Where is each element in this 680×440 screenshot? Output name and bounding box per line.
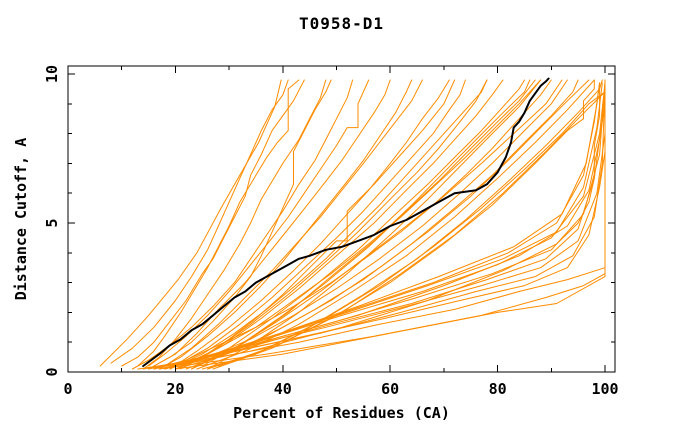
curve-model-17 [201, 79, 531, 367]
x-tick-label: 80 [489, 380, 507, 398]
curve-model-42 [148, 79, 332, 370]
y-tick-label: 0 [43, 367, 61, 376]
curve-model-28 [142, 82, 606, 370]
curve-model-18 [207, 79, 542, 370]
curve-model-15 [196, 79, 536, 367]
curve-model-46 [153, 79, 552, 370]
curve-model-19 [164, 79, 568, 370]
curve-model-29 [148, 82, 606, 370]
curve-model-11 [174, 79, 466, 367]
curve-model-30 [153, 82, 606, 370]
curve-highlighted-model [142, 77, 550, 367]
plot-frame [67, 65, 616, 373]
x-tick-label: 0 [63, 380, 72, 398]
curve-model-41 [110, 79, 289, 364]
curve-model-34 [174, 82, 603, 367]
curve-model-13 [185, 79, 504, 367]
curve-model-31 [158, 82, 606, 370]
curve-model-38 [164, 82, 606, 370]
curve-model-45 [191, 79, 563, 370]
x-tick-label: 60 [381, 380, 399, 398]
curve-model-02 [121, 79, 305, 367]
curve-model-35 [180, 82, 601, 367]
curve-model-09 [164, 79, 423, 367]
curve-model-16 [174, 79, 456, 370]
chart-title: T0958-D1 [298, 14, 385, 33]
x-tick-label: 100 [591, 380, 618, 398]
curve-model-04 [142, 79, 327, 370]
curve-model-01 [99, 79, 282, 367]
curve-model-43 [169, 79, 488, 370]
y-tick-label: 5 [43, 218, 61, 227]
curve-model-39 [174, 82, 606, 370]
curve-model-40 [158, 82, 606, 370]
curve-model-36 [185, 82, 601, 364]
curve-model-03 [137, 79, 300, 367]
curve-model-12 [180, 79, 488, 370]
curve-model-08 [158, 79, 413, 370]
curve-model-05 [131, 79, 354, 370]
x-axis-label: Percent of Residues (CA) [233, 404, 450, 422]
curve-model-21 [185, 79, 590, 370]
x-tick-label: 20 [166, 380, 184, 398]
y-axis-label: Distance Cutoff, A [12, 137, 30, 301]
x-tick-label: 40 [274, 380, 292, 398]
y-tick-label: 10 [43, 65, 61, 83]
curve-model-14 [191, 79, 525, 370]
curve-model-07 [153, 79, 391, 367]
curve-model-37 [158, 82, 601, 370]
